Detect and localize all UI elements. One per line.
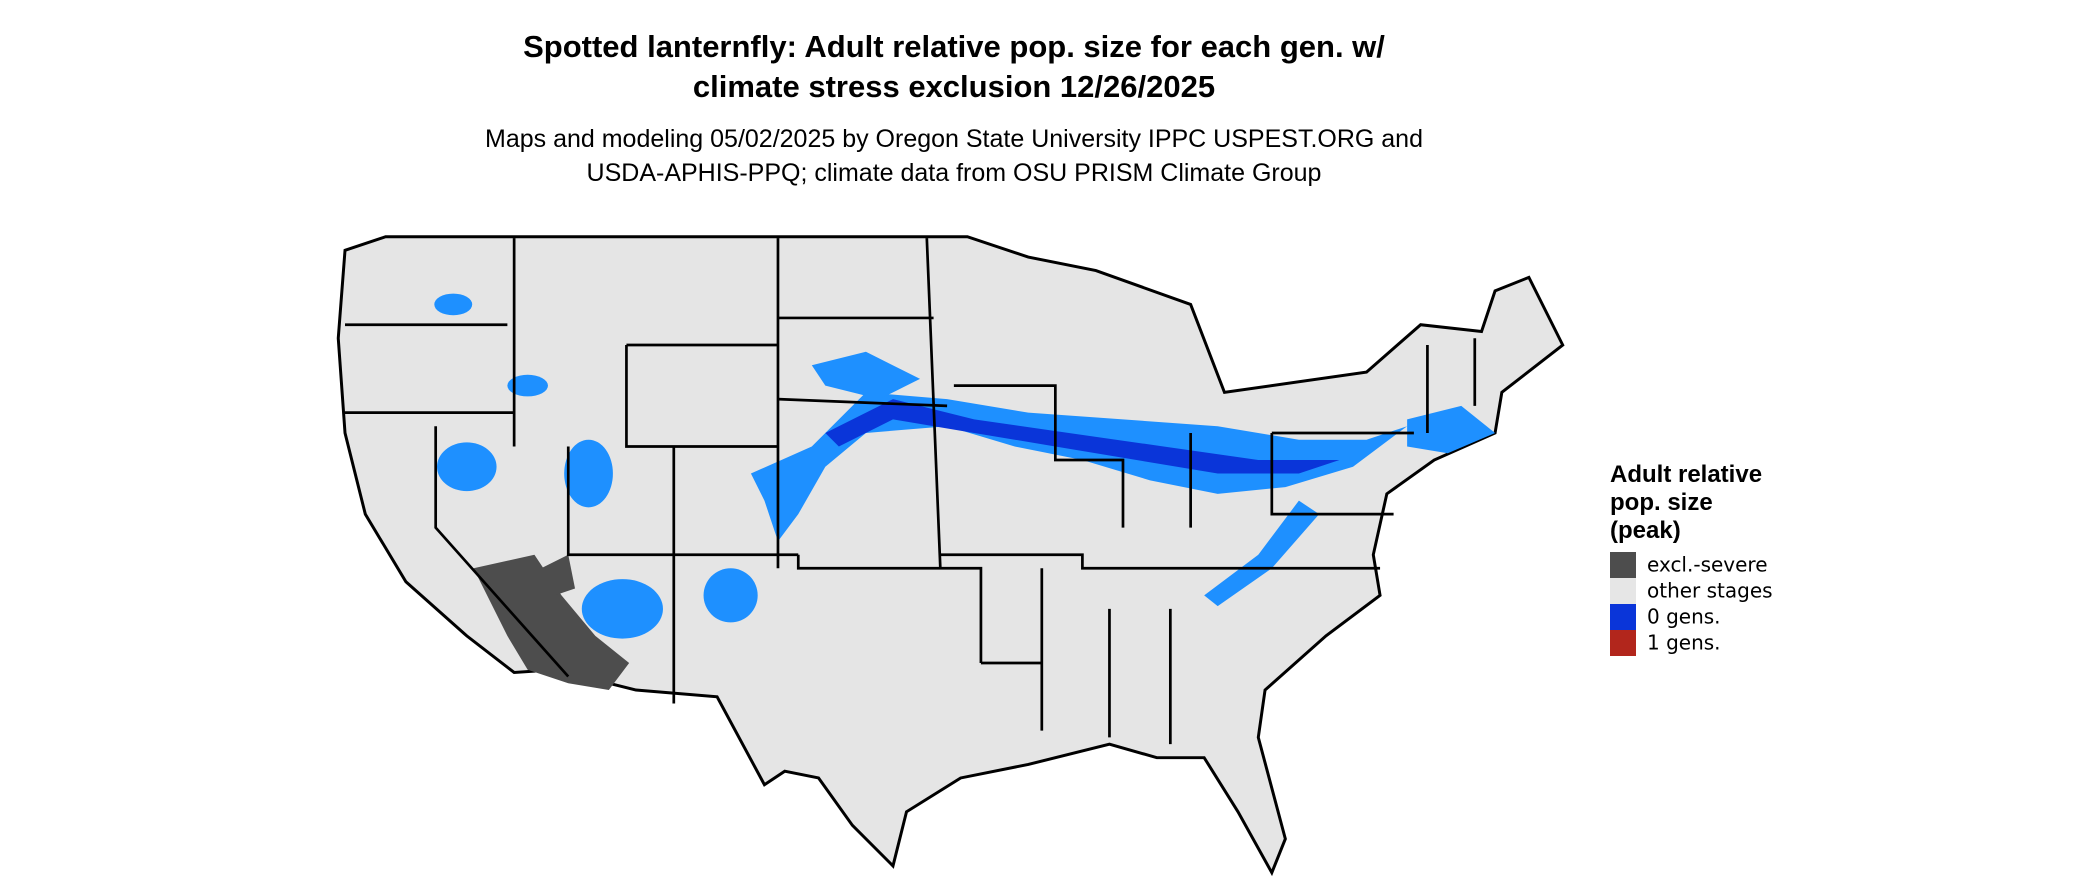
dark-blue-areas [825,399,1340,474]
legend-swatch [1610,630,1636,656]
legend: Adult relative pop. size (peak) excl.-se… [1610,461,1773,656]
legend-title-line: pop. size [1610,489,1713,516]
us-map [336,235,1565,877]
title-line: Spotted lanternfly: Adult relative pop. … [523,29,1385,64]
legend-swatch [1610,552,1636,578]
legend-label: excl.-severe [1647,553,1768,577]
sw-exclusion [473,554,630,691]
legend-title-line: (peak) [1610,517,1681,544]
title-line: climate stress exclusion 12/26/2025 [693,69,1215,104]
legend-label: 0 gens. [1647,605,1721,629]
state-borders [345,238,1477,745]
legend-label: other stages [1647,579,1773,603]
legend-swatch [1610,604,1636,630]
legend-swatch [1610,578,1636,604]
legend-title-line: Adult relative [1610,461,1762,488]
subtitle-line: USDA-APHIS-PPQ; climate data from OSU PR… [587,159,1322,187]
legend-label: 1 gens. [1647,631,1721,655]
subtitle-line: Maps and modeling 05/02/2025 by Oregon S… [485,125,1423,153]
